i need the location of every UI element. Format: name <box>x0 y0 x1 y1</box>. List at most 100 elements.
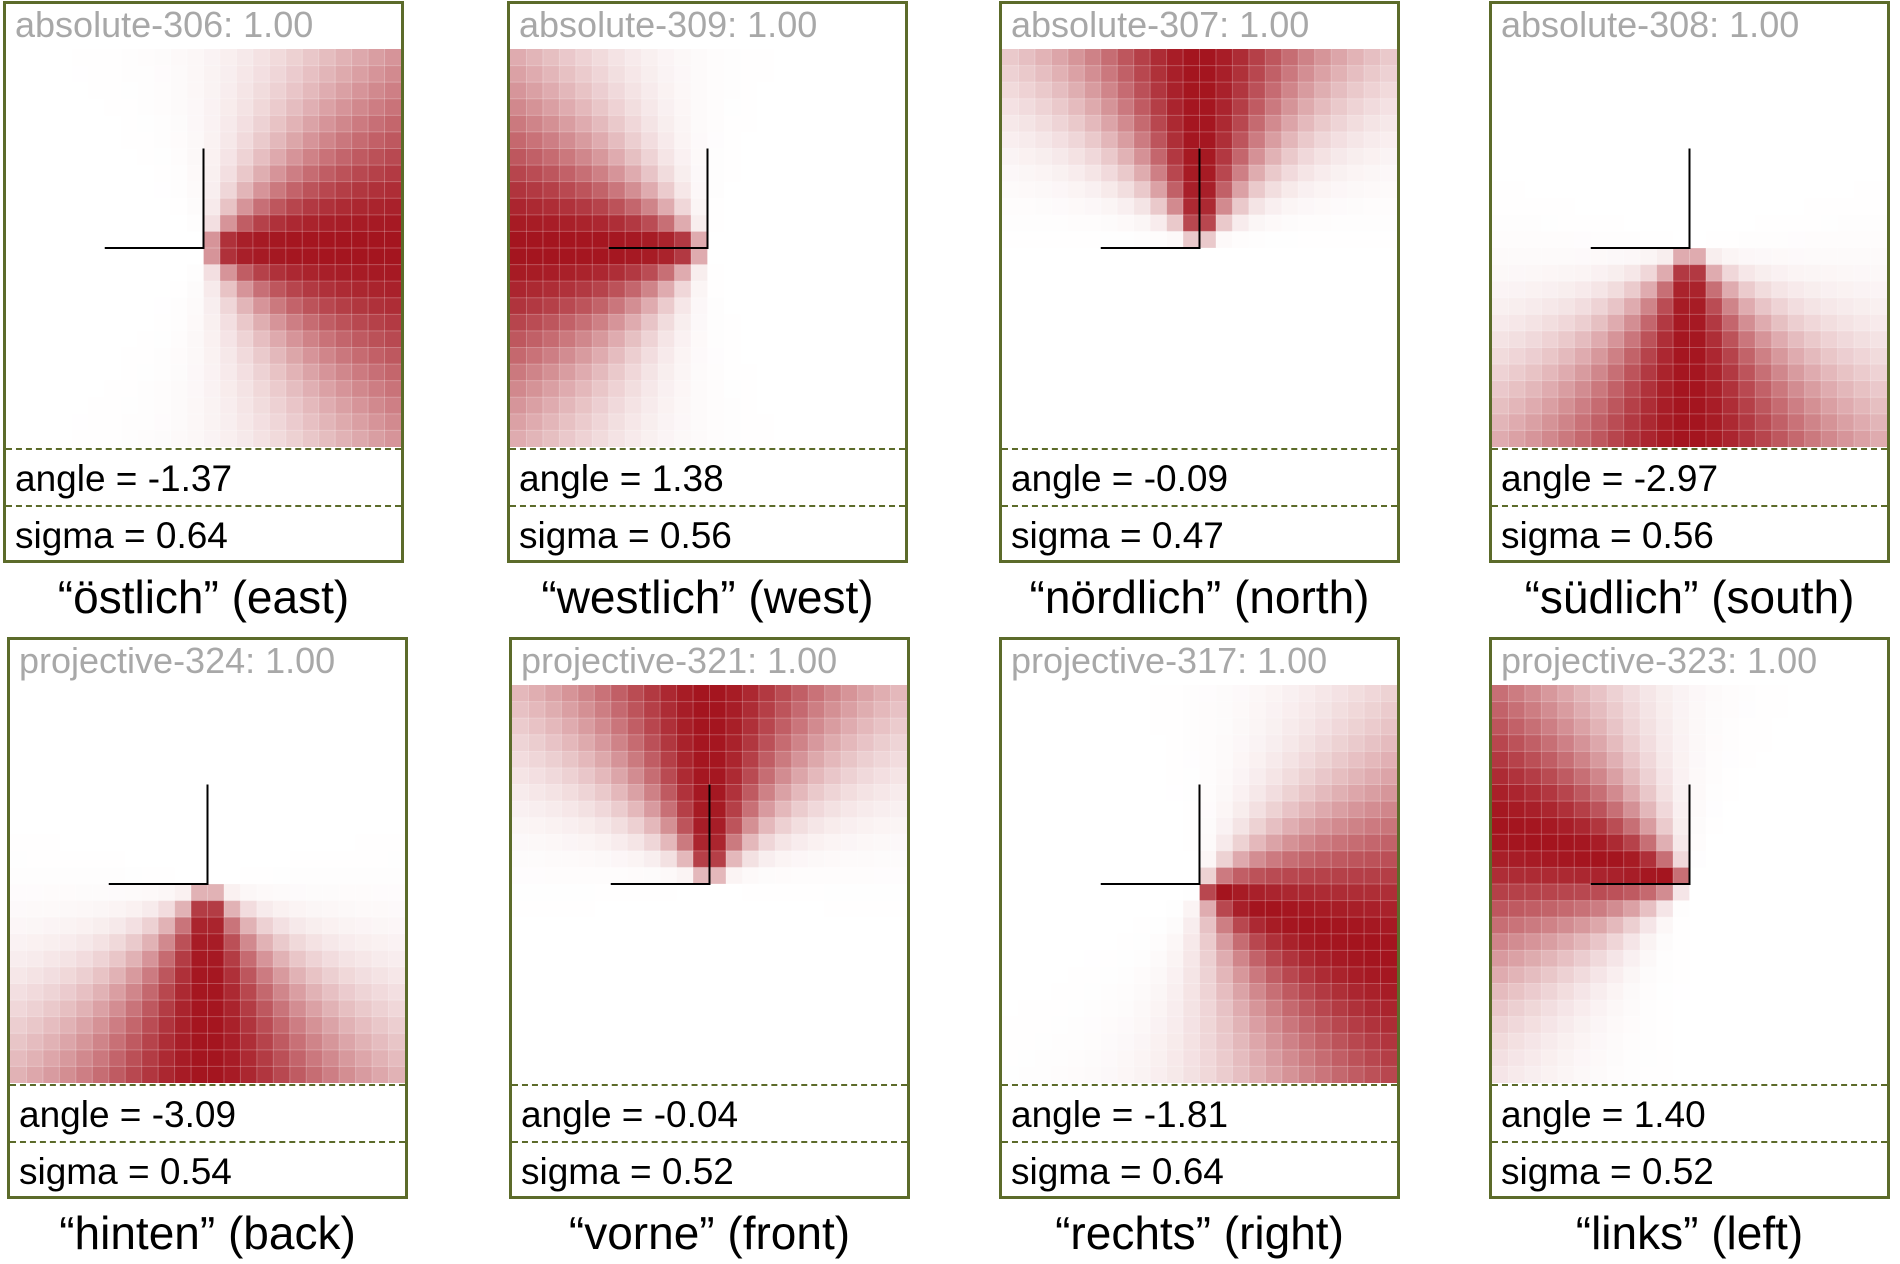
heat-cell <box>855 248 873 265</box>
heat-cell <box>1281 430 1299 447</box>
heat-cell <box>1590 1033 1608 1051</box>
heat-cell <box>1265 380 1283 398</box>
heat-cell <box>174 867 192 885</box>
heat-cell <box>1705 148 1723 166</box>
heat-cell <box>1607 1016 1625 1034</box>
heat-cell <box>544 867 562 885</box>
heat-cell <box>855 264 873 282</box>
heat-cell <box>1837 983 1855 1001</box>
heat-cell <box>306 1049 324 1067</box>
heat-cell <box>187 165 204 183</box>
heat-cell <box>1084 1033 1102 1051</box>
heat-cell <box>1821 364 1839 382</box>
heat-cell <box>1771 767 1789 785</box>
heat-cell <box>1689 314 1707 332</box>
heat-cell <box>1314 347 1332 365</box>
heat-cell <box>1541 380 1559 398</box>
heat-cell <box>88 98 106 116</box>
heat-cell <box>1232 49 1250 66</box>
heat-cell <box>1771 933 1789 951</box>
heat-cell <box>1084 248 1102 265</box>
heat-cell <box>351 65 369 83</box>
heat-cell <box>1133 767 1151 785</box>
heat-cell <box>75 850 93 868</box>
heat-cell <box>1590 1000 1608 1018</box>
heat-cell <box>1722 297 1740 315</box>
heat-cell <box>1689 49 1707 66</box>
heat-cell <box>223 1066 241 1083</box>
heat-cell <box>368 380 385 398</box>
heat-cell <box>1607 131 1625 149</box>
heat-cell <box>773 347 791 365</box>
heat-cell <box>170 347 188 365</box>
heat-cell <box>1034 314 1052 332</box>
heat-cell <box>1705 248 1723 265</box>
heat-cell <box>1067 983 1085 1001</box>
heat-cell <box>285 148 303 166</box>
heat-cell <box>1574 380 1592 398</box>
heat-cell <box>808 1049 826 1067</box>
heat-cell <box>526 248 544 265</box>
heat-cell <box>1281 718 1299 736</box>
heat-cell <box>1150 900 1167 918</box>
heat-cell <box>888 49 905 66</box>
heat-cell <box>1150 751 1167 769</box>
heat-cell <box>1673 933 1690 951</box>
heat-cell <box>368 82 385 100</box>
heat-cell <box>872 264 889 282</box>
heat-cell <box>388 751 405 769</box>
heat-cell <box>1051 1000 1069 1018</box>
heat-cell <box>625 281 643 299</box>
heat-cell <box>55 297 73 315</box>
heat-cell <box>1199 314 1217 332</box>
heat-cell <box>318 314 336 332</box>
heat-cell <box>1673 734 1690 752</box>
heat-cell <box>351 364 369 382</box>
heat-cell <box>674 380 692 398</box>
heat-cell <box>1574 784 1592 802</box>
heat-cell <box>822 181 840 199</box>
heat-cell <box>824 817 842 835</box>
heat-cell <box>1248 734 1266 752</box>
heat-cell <box>890 917 907 935</box>
heat-cell <box>1590 413 1608 431</box>
heat-cell <box>1051 131 1069 149</box>
heat-cell <box>625 397 643 415</box>
heat-cell <box>723 82 741 100</box>
heat-cell <box>1821 751 1839 769</box>
heat-cell <box>1656 82 1674 100</box>
heat-cell <box>660 834 677 852</box>
heat-cell <box>1673 718 1690 736</box>
heat-cell <box>1788 784 1806 802</box>
heat-cell <box>1524 231 1542 249</box>
heat-cell <box>610 983 628 1001</box>
heat-cell <box>723 314 741 332</box>
heat-cell <box>1640 784 1657 802</box>
heat-cell <box>822 198 840 216</box>
heat-cell <box>1755 214 1773 232</box>
heat-cell <box>1607 900 1625 918</box>
heat-cell <box>1248 685 1266 702</box>
heat-cell <box>1364 297 1381 315</box>
heat-cell <box>1018 347 1036 365</box>
heat-cell <box>285 397 303 415</box>
heat-cell <box>888 248 905 265</box>
heat-cell <box>1281 115 1299 133</box>
heat-cell <box>1380 430 1397 447</box>
heat-cell <box>641 281 659 299</box>
heat-cell <box>1771 701 1789 719</box>
heat-cell <box>1232 718 1250 736</box>
heat-cell <box>1607 364 1625 382</box>
heat-cell <box>322 801 340 819</box>
heat-cell <box>38 98 56 116</box>
heat-cell <box>594 834 612 852</box>
heat-cell <box>1199 115 1217 133</box>
heat-cell <box>1771 314 1789 332</box>
heat-cell <box>890 1016 907 1034</box>
heat-cell <box>824 884 842 901</box>
heat-cell <box>756 98 774 116</box>
heat-cell <box>191 966 208 984</box>
heat-cell <box>1084 1000 1102 1018</box>
heat-cell <box>1364 314 1381 332</box>
heat-cell <box>594 1066 612 1083</box>
